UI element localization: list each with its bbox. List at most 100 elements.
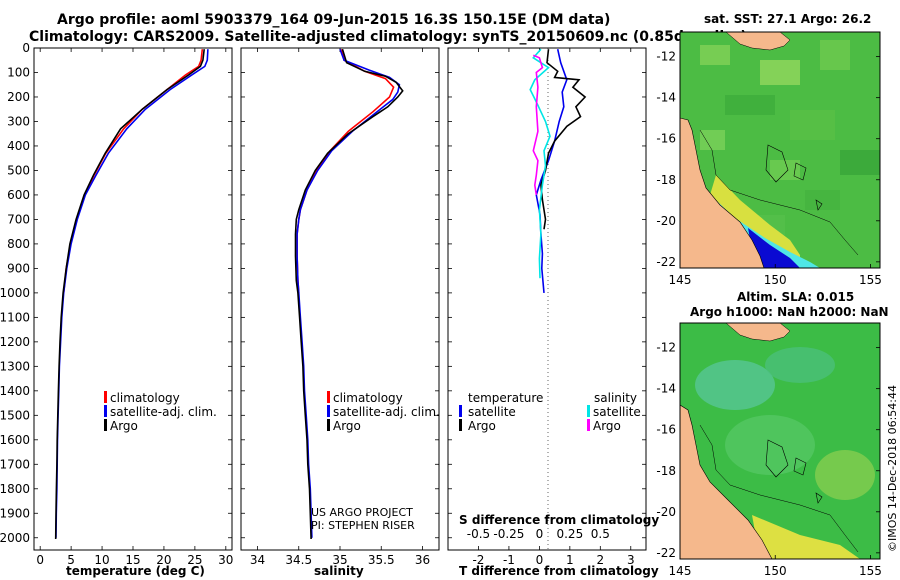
legend-title-salinity: salinity <box>594 391 637 405</box>
depth-tick-label: 600 <box>7 188 30 202</box>
legend-label-s-argo: Argo <box>593 419 621 433</box>
temperature-axis-label: temperature (deg C) <box>66 564 205 578</box>
depth-tick-label: 500 <box>7 163 30 177</box>
legend-label-s-satellite: satellite <box>593 405 641 419</box>
map-y-tick-label: -14 <box>656 91 676 105</box>
x-tick-label: 36 <box>415 553 430 567</box>
map-y-tick-label: -12 <box>656 50 676 64</box>
difference-panel: -2 -1 0 1 2 3 -0.5 -0.25 0 0.25 0.5 temperature s… <box>447 47 659 578</box>
x-tick-label: 30 <box>218 553 233 567</box>
depth-tick-label: 1700 <box>0 457 30 471</box>
x-tick-label: -2 <box>472 553 484 567</box>
x-tick-label: 35.5 <box>368 553 395 567</box>
credit-pi: PI: STEPHEN RISER <box>311 519 415 532</box>
temperature-axis: 0 5 10 15 20 25 30 <box>36 48 233 567</box>
s-diff-tick-label: -0.5 <box>467 527 490 541</box>
sla-map-frame <box>679 322 881 560</box>
legend-label-argo: Argo <box>333 419 361 433</box>
map-x-tick-label: 145 <box>669 564 692 578</box>
sst-yellow-band <box>710 175 800 268</box>
map-y-tick-label: -12 <box>656 341 676 355</box>
salinity-plot-frame <box>240 47 440 551</box>
temperature-legend: climatology satellite-adj. clim. Argo <box>104 391 217 433</box>
legend-swatch-climatology <box>104 391 107 403</box>
sla-map: Altim. SLA: 0.015 Argo h1000: NaN h2000:… <box>656 290 888 578</box>
sla-map-subtitle: Argo h1000: NaN h2000: NaN <box>690 305 889 319</box>
salinity-satellite-line <box>296 48 401 538</box>
temperature-satellite-difference-line <box>535 49 568 293</box>
x-tick-label: 3 <box>627 553 635 567</box>
temperature-argo-line <box>54 49 205 540</box>
legend-swatch-argo <box>327 419 330 431</box>
difference-plot-frame <box>447 47 647 551</box>
temperature-panel: 0100200300400500600700800900100011001200… <box>0 41 233 578</box>
salinity-panel: 34 34.5 35 35.5 36 salinity climatology sate… <box>240 47 440 578</box>
legend-swatch-climatology <box>327 391 330 403</box>
map-y-tick-label: -20 <box>656 214 676 228</box>
sst-blue-band <box>748 228 800 268</box>
depth-tick-label: 300 <box>7 114 30 128</box>
difference-legend: temperature satellite Argo salinity sate… <box>459 391 641 433</box>
temperature-difference-axis-label: T difference from climatology <box>459 564 659 578</box>
sla-yellow-band <box>752 515 860 559</box>
depth-tick-label: 1800 <box>0 482 30 496</box>
depth-tick-label: 1900 <box>0 506 30 520</box>
sst-land <box>680 117 765 268</box>
x-tick-label: 10 <box>94 553 109 567</box>
map-y-tick-label: -16 <box>656 132 676 146</box>
depth-tick-label: 100 <box>7 65 30 79</box>
salinity-depth-ticks <box>241 47 439 539</box>
s-diff-tick-label: 0 <box>536 527 544 541</box>
x-tick-label: -1 <box>503 553 515 567</box>
sst-map-title: sat. SST: 27.1 Argo: 26.2 <box>704 12 871 26</box>
legend-swatch-t-argo <box>459 419 462 431</box>
map-x-tick-label: 145 <box>669 273 692 287</box>
sst-reef-outlines <box>765 144 823 211</box>
title-line-2: Climatology: CARS2009. Satellite-adjuste… <box>29 29 747 45</box>
sla-eddy-1 <box>695 360 775 410</box>
salinity-legend: climatology satellite-adj. clim. Argo <box>327 391 440 433</box>
map-x-tick-label: 155 <box>859 273 882 287</box>
legend-label-satellite: satellite-adj. clim. <box>333 405 440 419</box>
depth-tick-label: 1200 <box>0 335 30 349</box>
x-tick-label: 1 <box>566 553 574 567</box>
depth-tick-label: 200 <box>7 90 30 104</box>
sla-eddy-3 <box>725 415 815 475</box>
x-tick-label: 5 <box>67 553 75 567</box>
depth-tick-label: 400 <box>7 139 30 153</box>
sst-map: sat. SST: 27.1 Argo: 26.2 <box>656 12 882 287</box>
legend-swatch-satellite <box>104 405 107 417</box>
map-y-tick-label: -18 <box>656 173 676 187</box>
difference-depth-ticks <box>448 47 646 539</box>
map-y-tick-label: -18 <box>656 464 676 478</box>
x-tick-label: 0 <box>36 553 44 567</box>
salinity-difference-axis-label: S difference from climatology <box>459 513 659 527</box>
legend-swatch-t-satellite <box>459 405 462 417</box>
depth-tick-label: 700 <box>7 212 30 226</box>
depth-tick-label: 800 <box>7 237 30 251</box>
map-y-tick-label: -22 <box>656 255 676 269</box>
sst-new-guinea-land <box>725 32 791 51</box>
depth-axis: 0 100 200 300 400 500 600 700 800 900 1000 1100 1200… <box>0 41 232 545</box>
legend-swatch-argo <box>104 419 107 431</box>
legend-swatch-s-argo <box>587 419 590 431</box>
sla-map-title: Altim. SLA: 0.015 <box>737 290 854 304</box>
legend-label-satellite: satellite-adj. clim. <box>110 405 217 419</box>
map-x-tick-label: 155 <box>859 564 882 578</box>
map-x-tick-label: 150 <box>764 564 787 578</box>
legend-label-climatology: climatology <box>110 391 180 405</box>
map-y-tick-label: -16 <box>656 423 676 437</box>
temperature-plot-frame <box>33 47 233 551</box>
legend-title-temperature: temperature <box>468 391 543 405</box>
s-diff-tick-label: -0.25 <box>493 527 524 541</box>
salinity-argo-line <box>294 48 404 540</box>
depth-tick-label: 2000 <box>0 531 30 545</box>
sst-map-frame <box>679 31 881 269</box>
x-tick-label: 2 <box>596 553 604 567</box>
map-y-tick-label: -22 <box>656 546 676 560</box>
map-y-tick-label: -14 <box>656 382 676 396</box>
sst-shelf-contour <box>699 129 859 256</box>
salinity-argo-difference-line <box>532 54 544 196</box>
s-diff-tick-label: 0.25 <box>556 527 583 541</box>
sla-land <box>680 404 773 559</box>
